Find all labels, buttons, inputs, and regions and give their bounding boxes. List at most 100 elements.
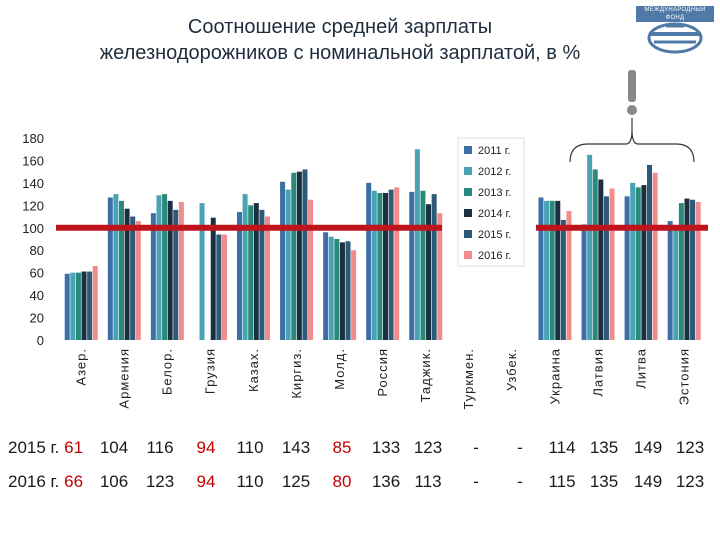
table-cell: 123 (413, 438, 443, 457)
legend-label: 2014 г. (478, 208, 511, 220)
table-cell: 123 (145, 472, 175, 491)
bar-0-5 (92, 265, 98, 340)
exclamation-icon-bar (628, 70, 636, 102)
bar-6-5 (351, 250, 357, 340)
legend-label: 2016 г. (478, 250, 511, 262)
bar-14-3 (684, 198, 690, 340)
bar-1-4 (130, 216, 136, 340)
category-label: Литва (633, 348, 648, 389)
bar-8-4 (431, 194, 437, 340)
table-cell: 125 (281, 472, 311, 491)
category-label: Белор. (160, 348, 175, 395)
table-cell: 110 (236, 438, 264, 457)
category-label: Латвия (590, 348, 605, 397)
y-tick-label: 20 (30, 311, 44, 326)
category-label: Таджик. (418, 348, 433, 402)
y-tick-label: 40 (30, 288, 44, 303)
bar-11-5 (566, 210, 572, 340)
bar-4-4 (259, 209, 265, 340)
bar-2-2 (162, 194, 168, 340)
bar-13-1 (630, 182, 636, 340)
bar-11-0 (538, 197, 544, 340)
legend-swatch (464, 167, 472, 175)
bar-8-2 (420, 190, 426, 340)
category-label: Туркмен. (461, 348, 476, 409)
bar-1-0 (107, 197, 113, 340)
row-label: 2015 г. 61 (8, 438, 108, 458)
bar-6-2 (334, 239, 340, 340)
logo-emblem-icon (647, 22, 703, 54)
bar-7-0 (366, 182, 372, 340)
bar-0-2 (75, 272, 81, 340)
y-tick-label: 160 (22, 153, 44, 168)
bar-3-1 (199, 203, 205, 340)
bar-3-5 (221, 234, 227, 340)
legend-label: 2011 г. (478, 145, 510, 157)
bar-2-1 (156, 195, 162, 340)
bar-1-5 (135, 221, 141, 340)
bar-4-0 (237, 212, 242, 340)
legend-label: 2012 г. (478, 166, 511, 178)
bar-5-0 (280, 181, 286, 340)
table-cell: 85 (332, 438, 352, 457)
legend-label: 2015 г. (478, 229, 511, 241)
bar-6-0 (323, 232, 329, 340)
bar-14-0 (667, 221, 673, 340)
bar-4-3 (253, 203, 259, 340)
bar-0-1 (70, 272, 76, 340)
table-cell: 115 (548, 472, 576, 491)
bar-5-1 (285, 189, 291, 340)
bar-13-0 (624, 196, 630, 340)
bar-5-2 (291, 172, 297, 340)
bar-8-5 (437, 213, 443, 340)
bar-4-2 (248, 205, 254, 340)
bar-12-4 (603, 196, 609, 340)
bar-13-3 (641, 185, 647, 340)
logo: МЕЖДУНАРОДНЫЙ ФОНД (636, 6, 714, 58)
bar-2-0 (150, 213, 156, 340)
bar-1-3 (124, 208, 130, 340)
table-cell: 94 (196, 472, 216, 491)
category-label: Киргиз. (289, 348, 304, 399)
table-cell: - (473, 438, 479, 457)
bar-7-1 (371, 190, 377, 340)
category-label: Армения (117, 348, 132, 409)
table-cell: - (517, 438, 523, 457)
table-cell: - (517, 472, 523, 491)
table-cell: - (473, 472, 479, 491)
bar-6-3 (339, 242, 345, 340)
category-label: Украина (547, 348, 562, 405)
table-cell: 149 (633, 472, 663, 491)
bar-5-3 (296, 171, 302, 340)
bar-6-4 (345, 241, 351, 340)
legend-swatch (464, 209, 472, 217)
bar-8-0 (409, 191, 415, 340)
bar-7-3 (383, 192, 388, 340)
category-label: Азер. (74, 348, 89, 386)
row-year: 2016 г. (8, 472, 65, 491)
bar-0-0 (64, 273, 70, 340)
category-label: Эстония (676, 348, 691, 405)
title-line-1: Соотношение средней зарплаты (187, 16, 493, 38)
bar-3-3 (210, 217, 216, 340)
legend-box (457, 137, 525, 267)
bar-7-5 (394, 187, 400, 340)
y-tick-label: 180 (22, 131, 44, 146)
bar-11-4 (560, 219, 566, 340)
bar-8-3 (426, 204, 432, 340)
bar-14-5 (695, 201, 701, 340)
chart-title: Соотношение средней зарплаты железнодоро… (40, 14, 640, 66)
y-tick-label: 100 (22, 221, 44, 236)
table-cell: 80 (332, 472, 352, 491)
table-cell: 123 (675, 472, 705, 491)
bar-0-4 (87, 271, 93, 340)
table-cell: 123 (675, 438, 705, 457)
table-cell: 135 (589, 472, 619, 491)
table-cell: 114 (548, 438, 576, 457)
bar-12-0 (581, 224, 587, 340)
bar-2-3 (167, 200, 173, 340)
legend-swatch (464, 251, 472, 259)
bar-6-1 (328, 236, 334, 340)
y-tick-label: 60 (30, 266, 44, 281)
